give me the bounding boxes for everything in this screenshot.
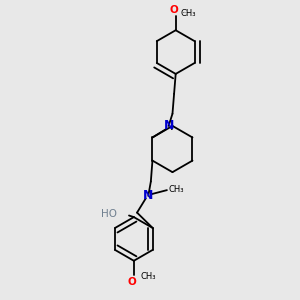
Text: N: N [143, 189, 154, 203]
Text: N: N [164, 119, 174, 132]
Text: methoxy: methoxy [183, 11, 189, 13]
Text: O: O [170, 4, 178, 14]
Text: CH₃: CH₃ [141, 272, 156, 281]
Text: O: O [128, 277, 136, 287]
Text: HO: HO [101, 209, 117, 219]
Text: CH₃: CH₃ [168, 185, 184, 194]
Text: CH₃: CH₃ [180, 9, 196, 18]
